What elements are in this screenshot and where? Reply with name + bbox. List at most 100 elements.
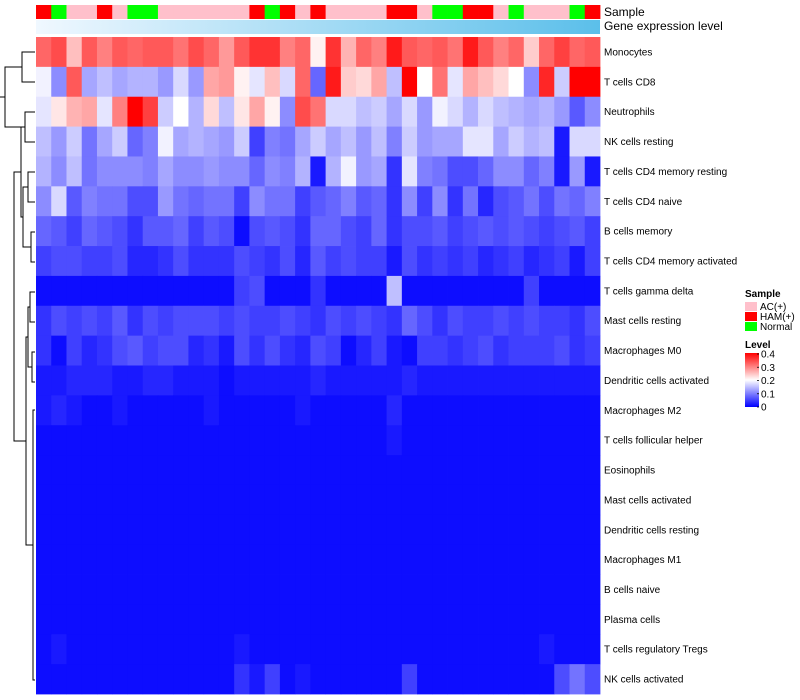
heatmap-cell — [340, 335, 357, 366]
heatmap-cell — [112, 156, 128, 187]
heatmap-cell — [264, 664, 281, 695]
heatmap-cell — [112, 96, 128, 127]
heatmap-cell — [279, 574, 296, 605]
heatmap-cell — [386, 335, 403, 366]
heatmap-cell — [279, 305, 296, 337]
heatmap-cell — [112, 335, 128, 366]
sample-annotation-cell — [523, 5, 540, 19]
heatmap-cell — [447, 275, 464, 307]
heatmap-cell — [584, 484, 601, 516]
heatmap-cell — [523, 634, 540, 665]
heatmap-cell — [432, 305, 448, 337]
heatmap-cell — [81, 604, 98, 635]
heatmap-cell — [81, 305, 98, 337]
heatmap-cell — [508, 395, 525, 426]
heatmap-cell — [493, 544, 509, 575]
heatmap-cell — [51, 186, 67, 217]
heatmap-cell — [386, 186, 403, 217]
heatmap-cell — [325, 514, 342, 546]
heatmap-cell — [371, 156, 387, 187]
heatmap-cell — [264, 604, 281, 635]
heatmap-cell — [462, 514, 479, 546]
heatmap-cell — [554, 335, 570, 366]
heatmap-cell — [188, 634, 205, 665]
heatmap-cell — [157, 37, 174, 68]
heatmap-cell — [432, 275, 448, 307]
heatmap-cell — [401, 126, 418, 157]
heatmap-cell — [356, 484, 372, 516]
heatmap-cell — [249, 395, 266, 426]
heatmap-cell — [173, 37, 189, 68]
heatmap-cell — [112, 604, 128, 635]
heatmap-cell — [218, 126, 235, 157]
heatmap-cell — [554, 96, 570, 127]
heatmap-cell — [295, 484, 311, 516]
heatmap-cell — [493, 216, 509, 247]
heatmap-cell — [234, 66, 250, 98]
heatmap-cell — [371, 96, 387, 127]
heatmap-cell — [523, 664, 540, 695]
heatmap-cell — [188, 96, 205, 127]
heatmap-cell — [295, 156, 311, 187]
heatmap-cell — [279, 66, 296, 98]
heatmap-cell — [447, 216, 464, 247]
heatmap-cell — [539, 275, 555, 307]
heatmap-cell — [96, 156, 113, 187]
sample-annotation-cell — [66, 5, 83, 19]
heatmap-cell — [112, 395, 128, 426]
heatmap-cell — [188, 305, 205, 337]
heatmap-cell — [203, 455, 220, 486]
heatmap-cell — [127, 305, 144, 337]
heatmap-cell — [432, 484, 448, 516]
heatmap-cell — [356, 455, 372, 486]
heatmap-cell — [539, 455, 555, 486]
heatmap-cell — [340, 305, 357, 337]
heatmap-cell — [127, 246, 144, 277]
heatmap-cell — [173, 455, 189, 486]
heatmap-cell — [51, 544, 67, 575]
heatmap-cell — [142, 664, 159, 695]
heatmap-cell — [36, 305, 52, 337]
heatmap-cell — [371, 514, 387, 546]
heatmap-cell — [157, 395, 174, 426]
heatmap-cell — [371, 216, 387, 247]
heatmap-cell — [234, 305, 250, 337]
heatmap-cell — [493, 156, 509, 187]
heatmap-cell — [36, 544, 52, 575]
heatmap-cell — [462, 574, 479, 605]
heatmap-cell — [142, 514, 159, 546]
heatmap-cell — [173, 246, 189, 277]
row-label: Dendritic cells resting — [604, 525, 699, 536]
heatmap-cell — [371, 484, 387, 516]
heatmap-cell — [295, 305, 311, 337]
heatmap-cell — [493, 246, 509, 277]
heatmap-cell — [340, 96, 357, 127]
heatmap-cell — [508, 305, 525, 337]
heatmap-cell — [36, 96, 52, 127]
heatmap-cell — [325, 365, 342, 396]
heatmap-cell — [234, 246, 250, 277]
heatmap-cell — [249, 484, 266, 516]
heatmap-cell — [371, 574, 387, 605]
heatmap-cell — [417, 634, 433, 665]
heatmap-cell — [417, 66, 433, 98]
heatmap-cell — [554, 425, 570, 456]
heatmap-cell — [478, 365, 494, 396]
heatmap-cell — [554, 514, 570, 546]
heatmap-cell — [539, 484, 555, 516]
heatmap-cell — [218, 246, 235, 277]
heatmap-cell — [249, 246, 266, 277]
heatmap-cell — [66, 484, 83, 516]
row-label: T cells follicular helper — [604, 436, 703, 447]
row-dendrogram — [0, 51, 35, 681]
sample-annotation-cell — [96, 5, 113, 19]
heatmap-cell — [554, 484, 570, 516]
heatmap-cell — [554, 126, 570, 157]
heatmap-cell — [447, 126, 464, 157]
heatmap-cell — [264, 425, 281, 456]
heatmap-cell — [432, 425, 448, 456]
heatmap-cell — [569, 96, 586, 127]
heatmap-cell — [188, 395, 205, 426]
level-tick-label: 0.2 — [761, 376, 775, 387]
sample-annotation-cell — [295, 5, 311, 19]
